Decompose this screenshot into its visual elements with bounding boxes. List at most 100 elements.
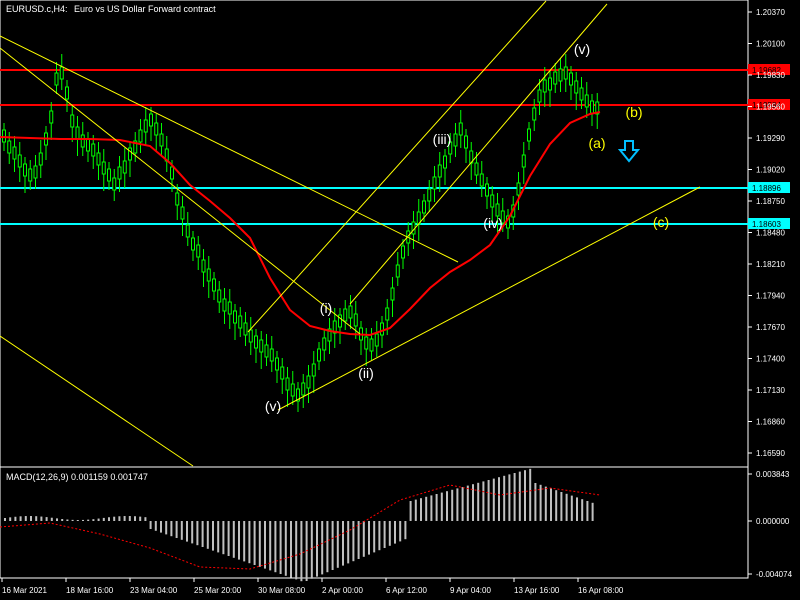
trend-line[interactable]	[349, 3, 608, 305]
candle-body	[322, 337, 327, 351]
wave-label-a: (a)	[588, 135, 605, 151]
macd-histogram-bar	[321, 521, 324, 575]
symbol-description: Euro vs US Dollar Forward contract	[74, 4, 216, 14]
macd-histogram-bar	[264, 521, 266, 569]
candle-body	[170, 166, 174, 180]
macd-histogram-bar	[539, 484, 542, 521]
candle-body	[138, 129, 143, 143]
symbol-label: EURUSD.c,H4:	[6, 4, 68, 14]
candle-body	[584, 94, 589, 108]
macd-histogram-bar	[550, 488, 552, 521]
candle-body	[569, 72, 573, 86]
candle-body	[332, 320, 337, 334]
macd-histogram-bar	[191, 521, 194, 544]
wave-label-b: (b)	[625, 104, 642, 120]
macd-histogram-bar	[591, 502, 594, 521]
macd-histogram-bar	[154, 521, 157, 531]
macd-histogram-bar	[149, 521, 152, 529]
time-axis-label: 23 Mar 04:00	[130, 586, 178, 595]
candle-body	[553, 71, 558, 85]
macd-histogram-bar	[492, 478, 495, 521]
macd-axis-label: 0.000000	[756, 517, 790, 526]
candle-body	[112, 177, 117, 191]
price-level-value: 1.19682	[752, 66, 781, 75]
trend-line[interactable]	[277, 186, 701, 411]
candle-body	[479, 173, 484, 187]
macd-histogram-bar	[45, 517, 48, 521]
time-axis-label: 25 Mar 20:00	[194, 586, 242, 595]
macd-histogram-bar	[446, 491, 448, 521]
price-level-tag	[748, 99, 790, 110]
candle-body	[301, 382, 306, 396]
candle-body	[233, 310, 237, 324]
candle-body	[238, 315, 243, 329]
macd-histogram-bar	[123, 516, 126, 521]
macd-histogram-bar	[503, 475, 506, 521]
trend-line[interactable]	[0, 335, 194, 467]
trend-lines[interactable]	[0, 0, 701, 467]
price-axis-label: 1.17940	[756, 292, 785, 301]
wave-label-ii: (ii)	[358, 365, 374, 381]
candle-body	[590, 100, 594, 114]
candle-body	[542, 79, 547, 93]
candle-body	[149, 113, 153, 127]
price-axis-label: 1.19020	[756, 166, 785, 175]
price-axis-label: 1.18480	[756, 229, 785, 238]
macd-histogram-bar	[118, 516, 121, 521]
candle-body	[427, 188, 432, 202]
time-axis: 16 Mar 2021 18 Mar 16:00 23 Mar 04:00 25 Ma…	[1, 578, 624, 595]
candle-body	[33, 165, 38, 179]
macd-histogram-bar	[97, 518, 100, 521]
candle-body	[196, 244, 201, 258]
candle-body	[12, 146, 17, 160]
candle-body	[527, 128, 531, 142]
candle-body	[275, 357, 279, 371]
macd-histogram-bar	[206, 521, 209, 549]
time-axis-label: 2 Apr 00:00	[322, 586, 363, 595]
macd-histogram-bar	[238, 521, 240, 560]
macd-histogram-bar	[430, 495, 433, 521]
macd-histogram-bar	[394, 521, 396, 544]
macd-histogram-bar	[326, 521, 329, 573]
wave-label-c: (c)	[653, 214, 669, 230]
macd-histogram-bar	[383, 521, 386, 548]
macd-histogram-bar	[66, 519, 69, 521]
macd-histogram-bar	[352, 521, 355, 562]
macd-histogram-bar	[196, 521, 199, 546]
macd-histogram-bar	[24, 516, 27, 521]
macd-panel: 0.003843 0.000000 -0.004074	[0, 468, 793, 582]
price-level-value: 1.18603	[752, 220, 781, 229]
trend-line[interactable]	[0, 35, 459, 263]
candle-body	[327, 328, 332, 342]
wave-label-v-top: (v)	[574, 41, 590, 57]
macd-histogram-bar	[290, 521, 292, 578]
macd-histogram-bar	[310, 521, 313, 579]
candle-body	[532, 107, 537, 121]
candle-body	[395, 264, 400, 278]
macd-histogram-bar	[388, 521, 391, 546]
candle-body	[500, 210, 505, 224]
candle-body	[96, 152, 101, 166]
candle-body	[453, 133, 458, 147]
macd-histogram-bar	[284, 521, 287, 576]
price-level-tag	[748, 64, 790, 75]
candle-body	[243, 322, 248, 336]
macd-histogram-bar	[576, 497, 578, 521]
price-axis-label: 1.17130	[756, 386, 785, 395]
candle-body	[474, 162, 479, 176]
trend-line[interactable]	[247, 0, 547, 333]
candle-body	[516, 182, 521, 196]
macd-histogram-bar	[565, 493, 568, 521]
macd-histogram-bar	[186, 521, 188, 542]
candle-body	[269, 348, 274, 362]
price-level-tag	[748, 182, 790, 193]
macd-histogram-bar	[170, 521, 173, 537]
candle-body	[117, 166, 122, 180]
candle-body	[353, 313, 358, 327]
trend-line[interactable]	[0, 47, 361, 335]
macd-histogram-bar	[295, 521, 298, 580]
macd-histogram-bar	[19, 516, 22, 521]
macd-histogram-bar	[139, 516, 142, 521]
